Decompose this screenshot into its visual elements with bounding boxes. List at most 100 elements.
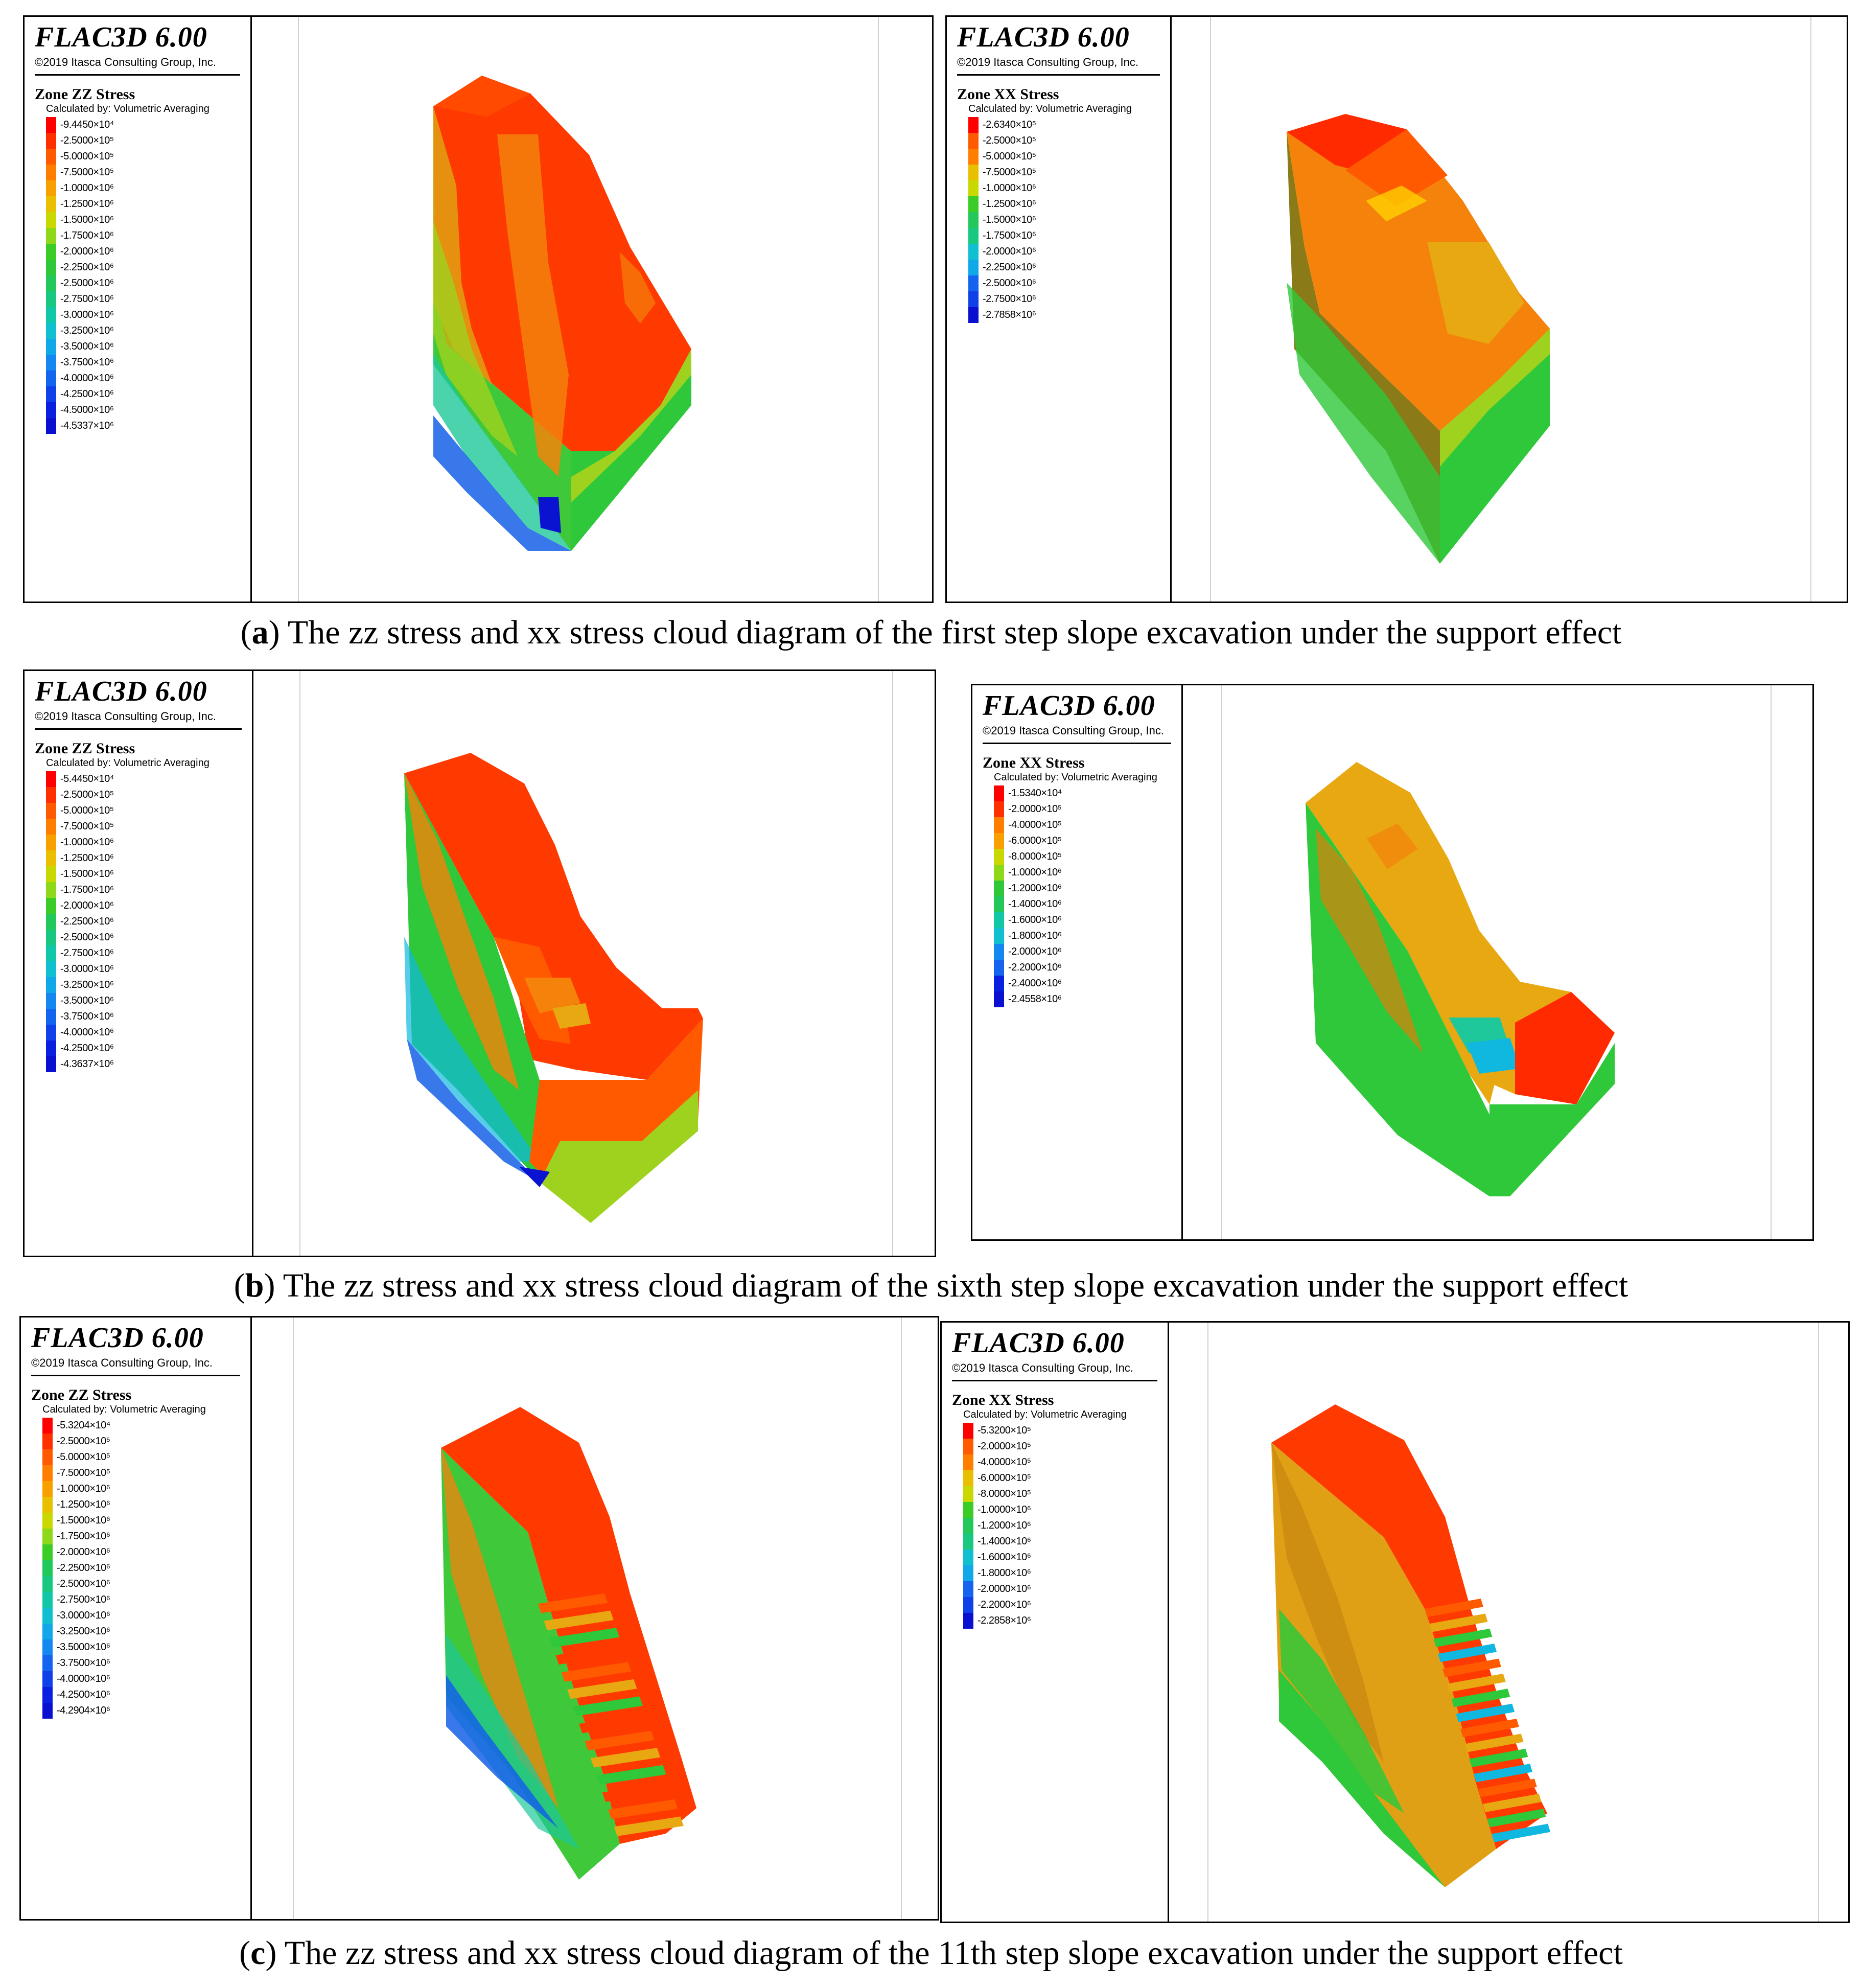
legend-swatch (994, 976, 1004, 991)
legend-row: -2.0000×10⁶ (42, 1544, 240, 1560)
slope-model-c-xx (1271, 1404, 1551, 1887)
legend-row: -5.0000×10⁵ (968, 149, 1160, 165)
legend-row: -2.5000×10⁶ (46, 275, 240, 291)
legend-value: -7.5000×10⁵ (983, 167, 1036, 178)
legend-row: -5.0000×10⁵ (42, 1449, 240, 1465)
legend-value: -8.0000×10⁵ (1008, 851, 1062, 862)
legend-value: -2.5000×10⁵ (60, 789, 114, 800)
legend-value: -3.7500×10⁶ (60, 357, 114, 368)
legend-swatch (42, 1592, 53, 1608)
legend-row: -1.4000×10⁶ (994, 896, 1171, 912)
legend-row: -2.0000×10⁶ (963, 1581, 1157, 1597)
legend-swatch (46, 291, 56, 307)
legend-swatch (46, 355, 56, 371)
legend-swatch (42, 1608, 53, 1624)
model-view (252, 1317, 938, 1919)
legend-value: -1.6000×10⁶ (977, 1552, 1031, 1563)
legend-row: -4.5000×10⁶ (46, 402, 240, 418)
legend-row: -1.2500×10⁶ (42, 1497, 240, 1513)
legend-row: -3.0000×10⁶ (46, 961, 242, 977)
legend-value: -4.0000×10⁵ (977, 1457, 1031, 1468)
legend-row: -1.2000×10⁶ (963, 1518, 1157, 1534)
legend-swatch (968, 117, 979, 133)
bench-stripe (1469, 1748, 1528, 1767)
legend-row: -2.5000×10⁶ (42, 1576, 240, 1592)
legend-swatch (42, 1624, 53, 1639)
bench-steps (1425, 1599, 1551, 1842)
app-title: FLAC3D 6.00 (35, 21, 207, 53)
legend-swatch (42, 1655, 53, 1671)
legend: FLAC3D 6.00 ©2019 Itasca Consulting Grou… (972, 685, 1183, 1239)
legend-row: -5.0000×10⁵ (46, 149, 240, 165)
legend-value: -6.0000×10⁵ (977, 1472, 1031, 1484)
legend-value: -4.2500×10⁶ (60, 388, 114, 400)
legend-value: -2.5000×10⁵ (60, 135, 114, 146)
legend-row: -2.7500×10⁶ (42, 1592, 240, 1608)
legend-swatch (46, 402, 56, 418)
legend-value: -2.7500×10⁶ (60, 947, 114, 959)
legend-row: -4.5337×10⁶ (46, 418, 240, 434)
legend-value: -2.2500×10⁶ (57, 1562, 110, 1574)
legend-value: -1.2500×10⁶ (60, 852, 114, 864)
legend-row: -3.5000×10⁶ (42, 1639, 240, 1655)
bench-stripe (555, 1645, 625, 1665)
bench-stripe (561, 1662, 631, 1682)
legend-swatch (963, 1550, 973, 1565)
legend-row: -2.7500×10⁶ (46, 291, 240, 307)
legend-value: -5.3200×10⁵ (977, 1425, 1031, 1436)
legend-row: -4.0000×10⁶ (42, 1671, 240, 1687)
legend-swatch (46, 371, 56, 386)
legend-swatch (994, 801, 1004, 817)
legend-value: -3.0000×10⁶ (60, 309, 114, 320)
legend-value: -5.3204×10⁴ (57, 1420, 110, 1431)
legend: FLAC3D 6.00 ©2019 Itasca Consulting Grou… (25, 17, 252, 602)
legend-row: -1.5000×10⁶ (42, 1513, 240, 1529)
legend-row: -2.2000×10⁶ (963, 1597, 1157, 1613)
legend-value: -2.2500×10⁶ (60, 262, 114, 273)
legend-swatch (968, 291, 979, 307)
legend-value: -4.5337×10⁶ (60, 420, 114, 431)
bench-stripe (1425, 1599, 1483, 1617)
legend-swatch (968, 149, 979, 165)
legend-value: -1.5000×10⁶ (983, 214, 1036, 225)
legend-row: -2.7500×10⁶ (968, 291, 1160, 307)
legend-row: -1.7500×10⁶ (42, 1529, 240, 1544)
legend-row: -3.0000×10⁶ (42, 1608, 240, 1624)
copyright: ©2019 Itasca Consulting Group, Inc. (952, 1361, 1133, 1374)
legend-swatch (46, 386, 56, 402)
legend-swatch (46, 180, 56, 196)
legend-swatch (46, 1041, 56, 1056)
legend-swatch (968, 244, 979, 260)
legend-row: -4.0000×10⁵ (994, 817, 1171, 833)
legend-row: -2.0000×10⁵ (963, 1439, 1157, 1454)
legend-swatch (46, 993, 56, 1009)
legend-swatch (963, 1502, 973, 1518)
legend-swatch (968, 165, 979, 180)
legend-value: -2.0000×10⁶ (983, 246, 1036, 257)
legend-row: -6.0000×10⁵ (963, 1470, 1157, 1486)
legend-swatch (46, 787, 56, 803)
legend-row: -2.6340×10⁵ (968, 117, 1160, 133)
panel-c-zz: FLAC3D 6.00 ©2019 Itasca Consulting Grou… (19, 1316, 939, 1921)
legend-row: -3.5000×10⁶ (46, 993, 242, 1009)
legend: FLAC3D 6.00 ©2019 Itasca Consulting Grou… (21, 1317, 252, 1919)
legend-list: -5.4450×10⁴ -2.5000×10⁵ -5.0000×10⁵ -7.5000… (46, 771, 242, 1072)
legend-row: -3.2500×10⁶ (46, 323, 240, 339)
bench-stripe (590, 1748, 661, 1768)
caption-a: (a) The zz stress and xx stress cloud di… (240, 614, 1622, 651)
legend-swatch (42, 1639, 53, 1655)
legend-row: -1.7500×10⁶ (46, 228, 240, 244)
legend-value: -3.5000×10⁶ (57, 1642, 110, 1653)
bench-stripe (1487, 1809, 1546, 1828)
legend-value: -5.0000×10⁵ (60, 805, 114, 816)
legend-value: -3.5000×10⁶ (60, 995, 114, 1006)
legend-row: -2.0000×10⁵ (994, 801, 1171, 817)
legend-value: -1.0000×10⁶ (60, 837, 114, 848)
legend-row: -4.2500×10⁶ (42, 1687, 240, 1703)
legend-value: -2.0000×10⁵ (1008, 803, 1062, 815)
legend-swatch (42, 1671, 53, 1687)
legend-row: -4.0000×10⁶ (46, 371, 240, 386)
legend-row: -1.6000×10⁶ (963, 1550, 1157, 1565)
legend-row: -1.2000×10⁶ (994, 881, 1171, 896)
slope-model-b-zz (404, 753, 703, 1223)
